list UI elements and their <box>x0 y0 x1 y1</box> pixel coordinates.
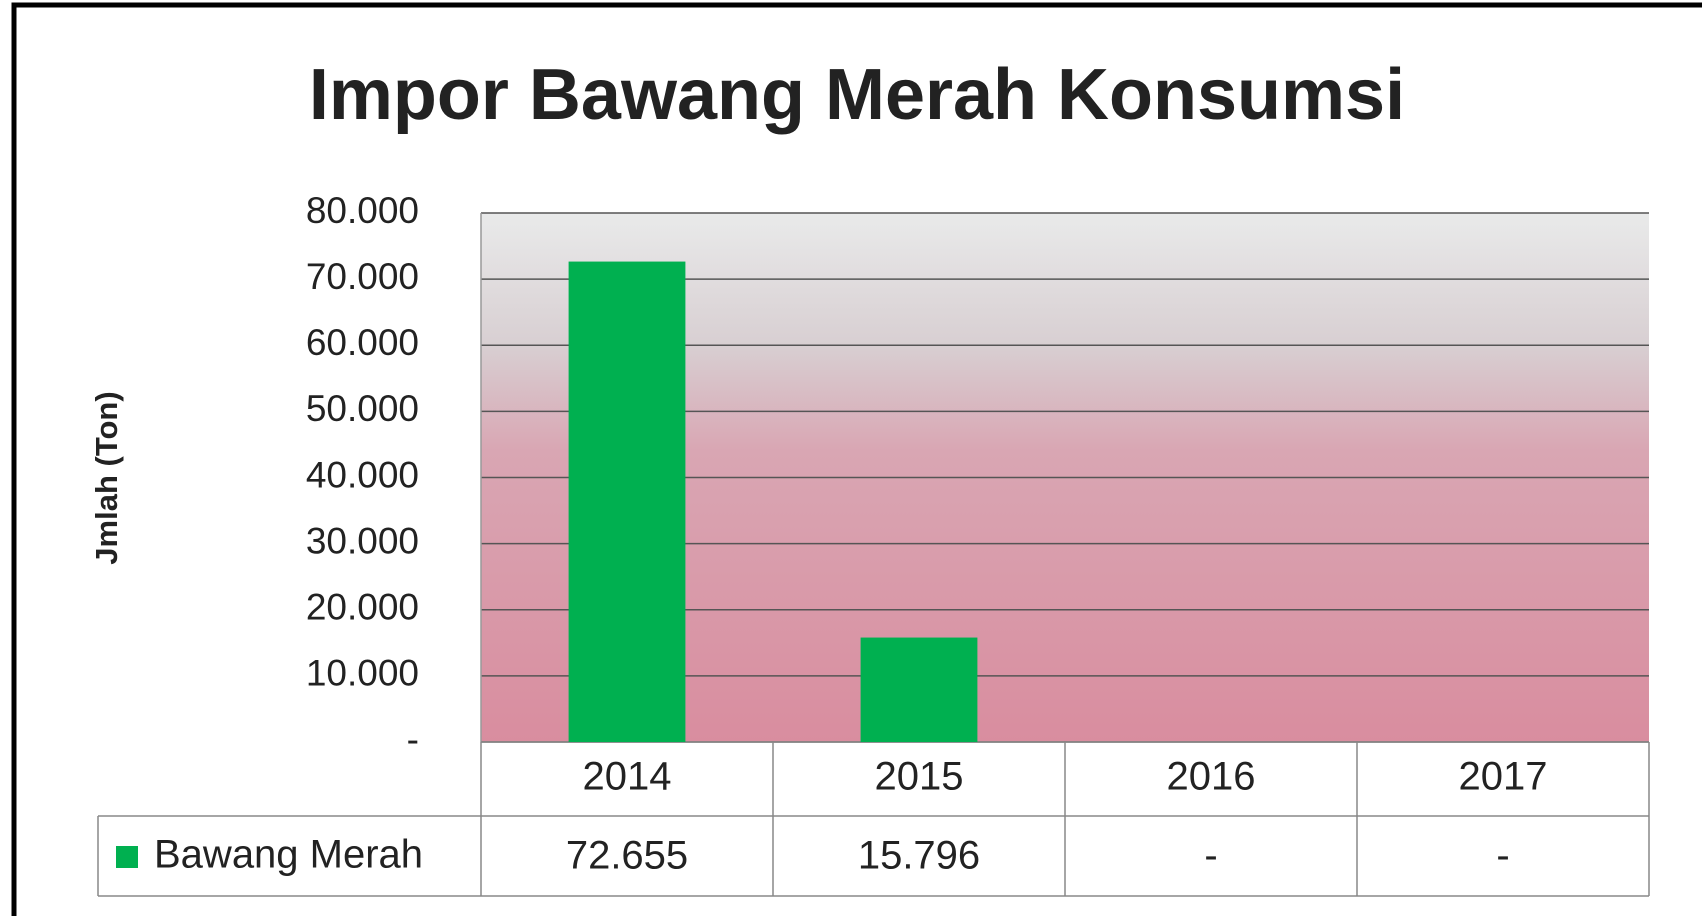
chart: Impor Bawang Merah Konsumsi Jmlah (Ton) … <box>0 0 1702 916</box>
table-value: - <box>1496 834 1509 878</box>
bar <box>861 638 978 742</box>
y-tick-label: 40.000 <box>306 454 419 495</box>
x-tick-label: 2016 <box>1167 755 1256 799</box>
legend-swatch <box>116 846 138 868</box>
x-tick-label: 2014 <box>583 755 672 799</box>
y-tick-label: 70.000 <box>306 256 419 297</box>
y-tick-label: 60.000 <box>306 322 419 363</box>
x-tick-label: 2015 <box>875 755 964 799</box>
table-value: 72.655 <box>566 834 688 878</box>
y-tick-label: 30.000 <box>306 520 419 561</box>
table-value: 15.796 <box>858 834 980 878</box>
y-tick-label: - <box>407 719 419 760</box>
x-tick-label: 2017 <box>1459 755 1548 799</box>
y-tick-label: 80.000 <box>306 190 419 231</box>
chart-title: Impor Bawang Merah Konsumsi <box>309 55 1405 135</box>
y-axis-label: Jmlah (Ton) <box>89 391 124 564</box>
table-value: - <box>1204 834 1217 878</box>
legend-label: Bawang Merah <box>154 833 423 877</box>
y-tick-label: 50.000 <box>306 388 419 429</box>
y-tick-label: 20.000 <box>306 587 419 628</box>
y-tick-label: 10.000 <box>306 653 419 694</box>
bar <box>569 262 686 742</box>
